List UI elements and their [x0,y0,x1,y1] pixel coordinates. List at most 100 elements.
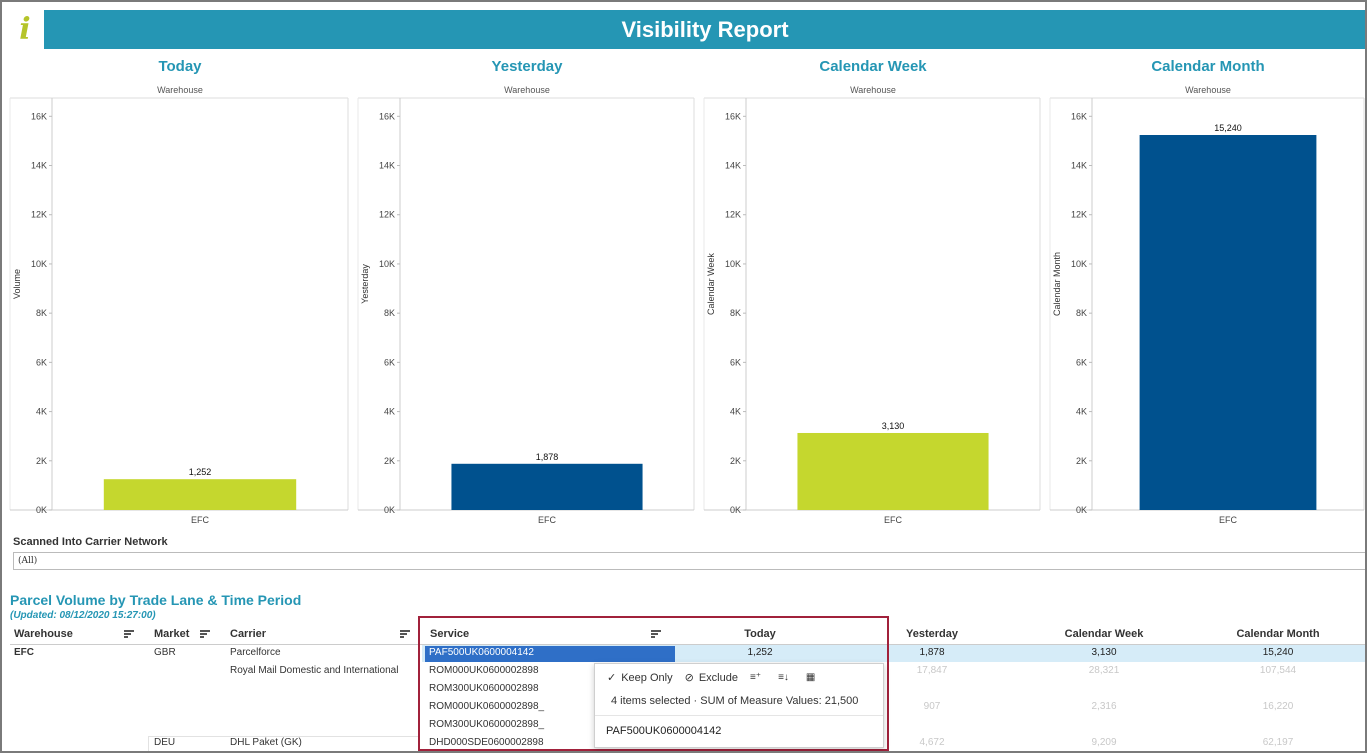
header-calendar-month[interactable]: Calendar Month [1236,628,1320,640]
y-tick-label: 4K [730,407,741,417]
view-data-icon: ▦ [805,672,816,683]
bar-data-label: 15,240 [1214,123,1242,133]
cell-market[interactable]: GBR [154,647,176,658]
cell-calendar-week[interactable]: 28,321 [1088,665,1120,676]
cell-calendar-month[interactable]: 15,240 [1262,647,1294,658]
y-tick-label: 0K [36,505,47,515]
panel-title: Calendar Month [1151,58,1265,75]
sort-desc-icon: ≡↓ [778,672,789,683]
panel-calendar-week: Calendar Week Warehouse 0K 2K 4K 6K 8K 10K 12K… [703,56,1042,528]
bar-chart-svg: 0K 2K 4K 6K 8K 10K 12K 14K 16K Calendar Week 3,130… [703,97,1041,525]
header-yesterday[interactable]: Yesterday [906,628,958,640]
cell-service[interactable]: ROM000UK0600002898_ [429,701,545,712]
tooltip-actions: ✓ Keep Only ⊘ Exclude ≡⁺ ≡↓ ▦ [607,671,832,685]
sort-icon[interactable] [400,630,410,639]
cell-calendar-week[interactable]: 2,316 [1091,701,1117,712]
cell-service[interactable]: ROM300UK0600002898 [429,683,539,694]
y-axis-title: Volume [12,269,22,299]
y-tick-label: 8K [36,308,47,318]
y-tick-label: 12K [1071,210,1087,220]
chart-calendar-week[interactable]: 0K 2K 4K 6K 8K 10K 12K 14K 16K Calendar Week 3,130… [703,97,1042,528]
sort-icon[interactable] [651,630,661,639]
x-category-label: EFC [538,515,557,525]
y-tick-label: 0K [730,505,741,515]
cell-calendar-week[interactable]: 9,209 [1091,737,1117,748]
y-axis-title: Yesterday [360,264,370,304]
sort-button[interactable]: ≡↓ [778,672,794,683]
divider [148,736,149,751]
scanned-filter-dropdown[interactable]: (All) [13,552,1365,570]
cell-yesterday[interactable]: 17,847 [916,665,948,676]
view-data-button[interactable]: ▦ [806,672,820,683]
x-category-label: EFC [884,515,903,525]
info-logo-icon[interactable]: i [19,12,31,47]
y-tick-label: 6K [730,357,741,367]
y-tick-label: 2K [384,456,395,466]
header-today[interactable]: Today [744,628,776,640]
header-carrier[interactable]: Carrier [230,628,267,640]
panel-today: Today Warehouse 0K 2K 4K 6K 8K 10K 12K 14K 16K Vo… [9,56,350,528]
panel-title: Today [158,58,202,75]
y-tick-label: 14K [725,161,741,171]
cell-carrier[interactable]: Parcelforce [230,647,281,658]
y-tick-label: 14K [1071,161,1087,171]
cell-calendar-month[interactable]: 107,544 [1259,665,1297,676]
chart-today[interactable]: 0K 2K 4K 6K 8K 10K 12K 14K 16K Volume 1,252 EFC [9,97,350,528]
bar-chart-svg: 0K 2K 4K 6K 8K 10K 12K 14K 16K Volume 1,252 EFC [9,97,349,525]
cell-carrier[interactable]: DHL Paket (GK) [230,737,302,748]
keep-only-label: Keep Only [621,671,673,684]
y-tick-label: 6K [36,357,47,367]
cell-yesterday[interactable]: 4,672 [919,737,945,748]
y-tick-label: 16K [725,111,741,121]
y-tick-label: 8K [384,308,395,318]
cell-yesterday[interactable]: 1,878 [919,647,945,658]
exclude-button[interactable]: ⊘ Exclude [684,671,738,685]
bar-data-label: 3,130 [882,421,905,431]
cell-today[interactable]: 1,252 [747,647,773,658]
y-tick-label: 6K [1076,357,1087,367]
header-service[interactable]: Service [430,628,470,640]
header-market[interactable]: Market [154,628,190,640]
cell-service[interactable]: DHD000SDE0600002898 [429,737,544,748]
cell-service[interactable]: ROM300UK0600002898_ [429,719,545,730]
cell-market[interactable]: DEU [154,737,176,748]
y-axis-title: Calendar Month [1052,252,1062,316]
sort-icon[interactable] [200,630,210,639]
exclude-icon: ⊘ [684,672,694,684]
y-tick-label: 14K [31,161,47,171]
panel-title: Yesterday [491,58,563,75]
chart-calendar-month[interactable]: 0K 2K 4K 6K 8K 10K 12K 14K 16K Calendar Month 15,2… [1049,97,1365,528]
y-tick-label: 4K [1076,407,1087,417]
check-icon: ✓ [607,672,617,684]
y-tick-label: 12K [379,210,395,220]
cell-calendar-week[interactable]: 3,130 [1091,647,1117,658]
cell-carrier[interactable]: Royal Mail Domestic and International [230,665,399,676]
y-tick-label: 8K [730,308,741,318]
y-tick-label: 10K [31,259,47,269]
header-calendar-week[interactable]: Calendar Week [1064,628,1144,640]
header-warehouse[interactable]: Warehouse [14,628,73,640]
selection-summary: 4 items selected · SUM of Measure Values… [611,695,859,707]
keep-only-button[interactable]: ✓ Keep Only [607,671,673,685]
tooltip-value: PAF500UK0600004142 [606,725,722,737]
chart-yesterday[interactable]: 0K 2K 4K 6K 8K 10K 12K 14K 16K Yesterday 1,878 EFC [357,97,696,528]
cell-calendar-month[interactable]: 16,220 [1262,701,1294,712]
y-tick-label: 14K [379,161,395,171]
cell-yesterday[interactable]: 907 [923,701,941,712]
y-tick-label: 10K [379,259,395,269]
highlight-box [418,616,889,751]
x-category-label: EFC [1219,515,1238,525]
y-tick-label: 12K [31,210,47,220]
y-tick-label: 0K [1076,505,1087,515]
bar-data-label: 1,252 [189,467,212,477]
header-divider [10,644,1365,645]
cell-calendar-month[interactable]: 62,197 [1262,737,1294,748]
selected-service-cell[interactable] [425,646,675,662]
y-tick-label: 2K [730,456,741,466]
cell-warehouse[interactable]: EFC [14,647,34,658]
sort-icon[interactable] [124,630,134,639]
group-members-button[interactable]: ≡⁺ [750,672,766,683]
filter-label: Scanned Into Carrier Network [13,536,168,548]
cell-service[interactable]: ROM000UK0600002898 [429,665,539,676]
cell-service[interactable]: PAF500UK0600004142 [429,647,534,658]
